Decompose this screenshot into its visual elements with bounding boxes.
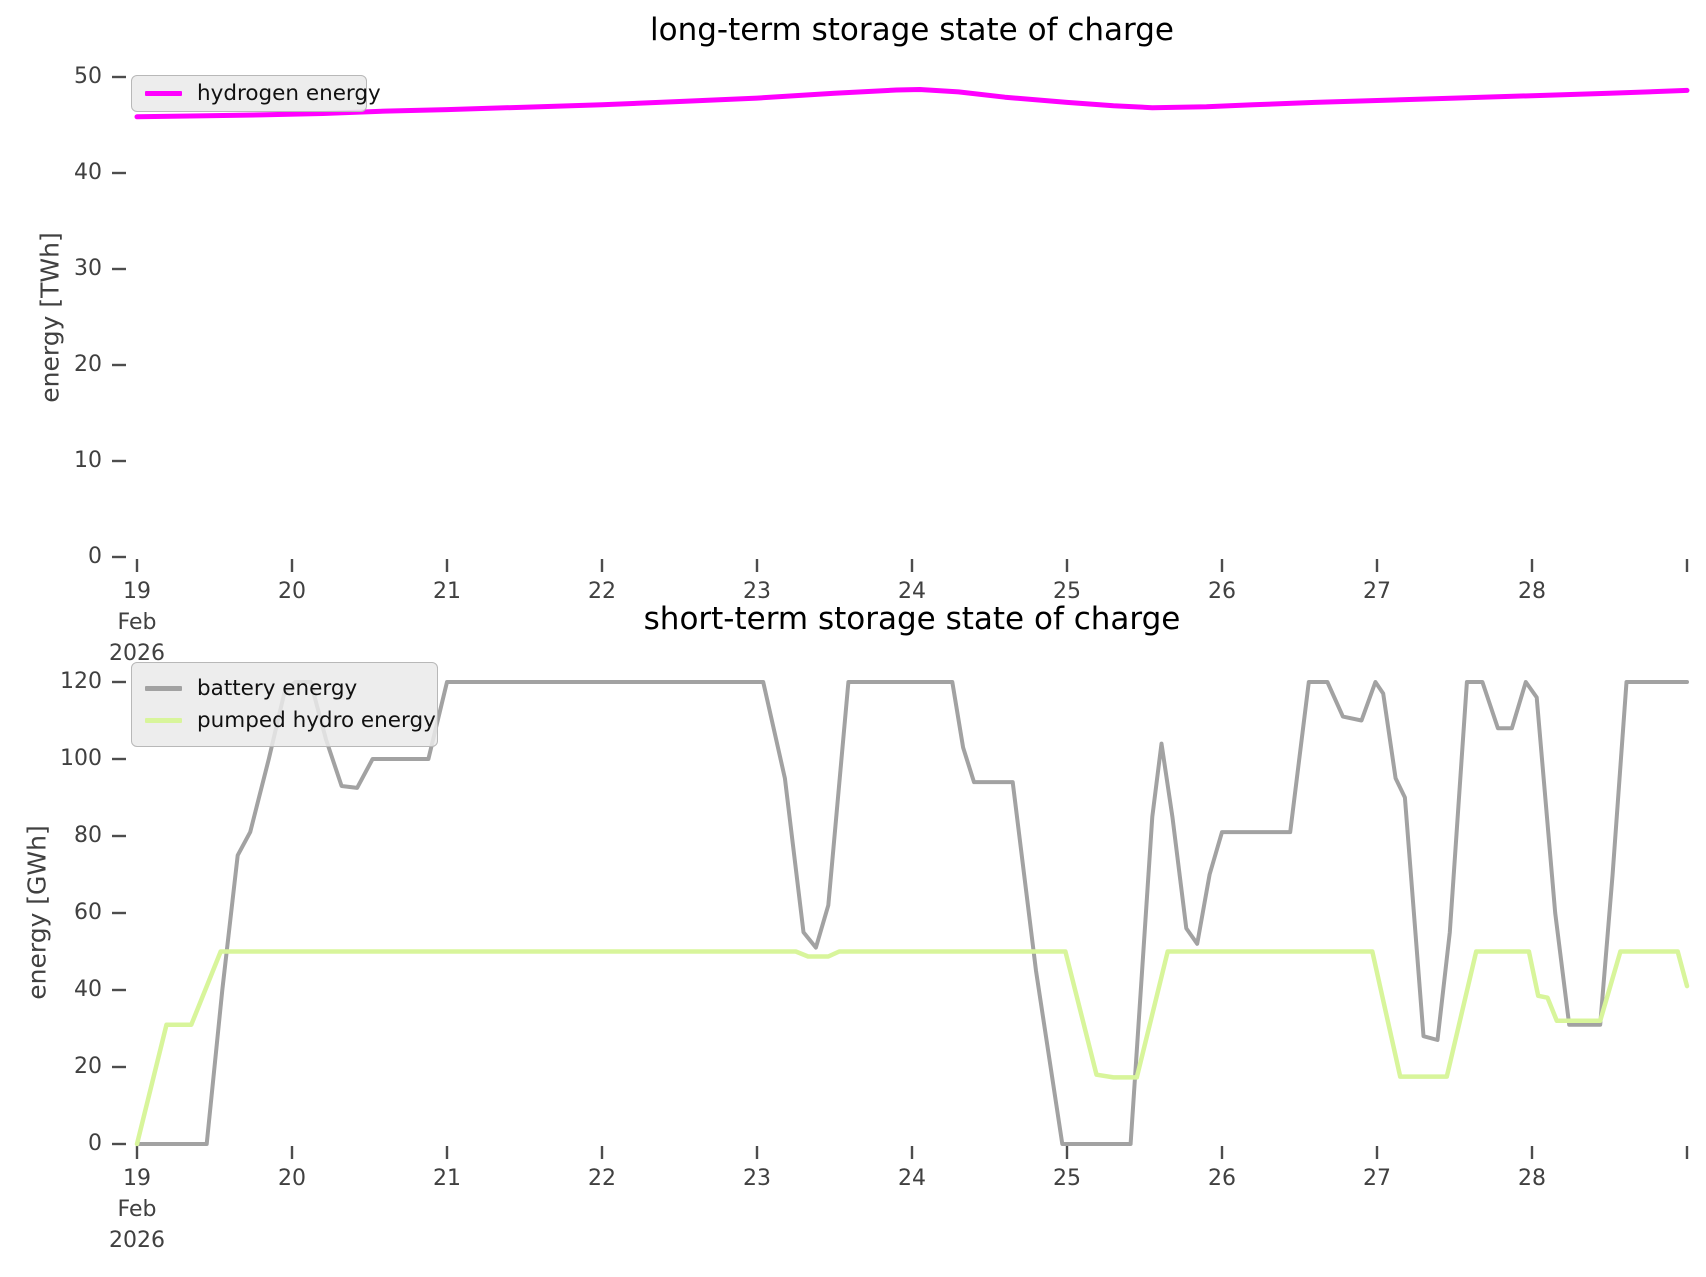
x-tick-label: 2026 bbox=[109, 1228, 165, 1253]
y-tick-label: 20 bbox=[74, 352, 102, 377]
long-term-chart-title: long-term storage state of charge bbox=[650, 12, 1174, 48]
x-tick-label: 25 bbox=[1053, 1166, 1081, 1191]
hydrogen-energy-line bbox=[134, 87, 1690, 120]
x-tick-label: 26 bbox=[1208, 579, 1236, 604]
y-tick-label: 60 bbox=[74, 900, 102, 925]
x-tick-label: 22 bbox=[588, 1166, 616, 1191]
short-term-legend: battery energy pumped hydro energy bbox=[131, 662, 438, 747]
y-tick-label: 40 bbox=[74, 977, 102, 1002]
x-tick-label: 27 bbox=[1363, 1166, 1391, 1191]
legend-label: pumped hydro energy bbox=[197, 708, 436, 733]
x-tick-label: 23 bbox=[743, 1166, 771, 1191]
x-tick-label: 23 bbox=[743, 579, 771, 604]
y-tick-label: 100 bbox=[60, 746, 102, 771]
y-tick-label: 20 bbox=[74, 1054, 102, 1079]
x-tick-label: 24 bbox=[898, 1166, 926, 1191]
x-tick-label: 25 bbox=[1053, 579, 1081, 604]
pumped-hydro-energy-line-sample-icon bbox=[145, 718, 182, 723]
legend-label: battery energy bbox=[197, 676, 358, 701]
legend-label: hydrogen energy bbox=[197, 81, 381, 106]
y-tick-label: 0 bbox=[88, 544, 102, 569]
battery-energy-line bbox=[135, 680, 1689, 1146]
x-tick-label: 21 bbox=[433, 1166, 461, 1191]
y-tick-label: 10 bbox=[74, 448, 102, 473]
y-tick-label: 0 bbox=[88, 1131, 102, 1156]
y-tick-label: 120 bbox=[60, 669, 102, 694]
x-tick-label: 20 bbox=[278, 579, 306, 604]
x-tick-label: 22 bbox=[588, 579, 616, 604]
x-tick-label: 26 bbox=[1208, 1166, 1236, 1191]
x-tick-label: 21 bbox=[433, 579, 461, 604]
x-tick-label: 2026 bbox=[109, 641, 165, 666]
x-tick-label: Feb bbox=[117, 610, 157, 635]
short-term-chart-title: short-term storage state of charge bbox=[643, 601, 1181, 637]
x-tick-label: 24 bbox=[898, 579, 926, 604]
x-tick-label: Feb bbox=[117, 1197, 157, 1222]
x-tick-label: 28 bbox=[1518, 579, 1546, 604]
pumped-hydro-energy-line bbox=[134, 949, 1690, 1147]
y-tick-label: 50 bbox=[74, 64, 102, 89]
legend-item-battery-energy: battery energy bbox=[145, 676, 424, 701]
x-tick-label: 19 bbox=[123, 1166, 151, 1191]
x-tick-label: 19 bbox=[123, 579, 151, 604]
x-tick-label: 20 bbox=[278, 1166, 306, 1191]
legend-item-hydrogen-energy: hydrogen energy bbox=[145, 81, 381, 106]
y-tick-label: 30 bbox=[74, 256, 102, 281]
x-tick-label: 28 bbox=[1518, 1166, 1546, 1191]
y-tick-label: 40 bbox=[74, 160, 102, 185]
x-tick-label: 27 bbox=[1363, 579, 1391, 604]
y-tick-label: 80 bbox=[74, 823, 102, 848]
hydrogen-energy-line-sample-icon bbox=[145, 91, 182, 96]
long-term-legend: hydrogen energy bbox=[131, 75, 381, 112]
legend-item-pumped-hydro-energy: pumped hydro energy bbox=[145, 708, 436, 733]
battery-energy-line-sample-icon bbox=[145, 686, 182, 691]
long-term-y-axis-label: energy [TWh] bbox=[35, 232, 65, 403]
